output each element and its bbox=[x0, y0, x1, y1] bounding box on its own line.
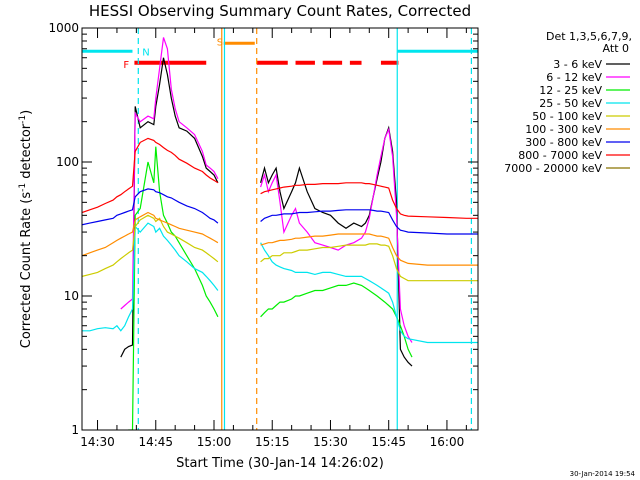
series-line bbox=[120, 57, 413, 367]
y-tick-label: 10 bbox=[64, 289, 79, 303]
legend-entry-label: 12 - 25 keV bbox=[539, 84, 602, 97]
x-tick-label: 14:30 bbox=[80, 435, 115, 449]
y-tick-label: 1 bbox=[71, 423, 79, 437]
y-tick-label: 1000 bbox=[48, 21, 79, 35]
series-line bbox=[82, 137, 478, 219]
x-tick-label: 14:45 bbox=[138, 435, 173, 449]
y-axis-label-sup-2: -1 bbox=[18, 115, 28, 124]
legend-title-line-1: Det 1,3,5,6,7,9, bbox=[546, 30, 632, 43]
x-tick-label: 15:15 bbox=[255, 435, 290, 449]
legend-entry-label: 50 - 100 keV bbox=[532, 110, 602, 123]
timestamp: 30-Jan-2014 19:54 bbox=[570, 470, 636, 478]
legend-entry-label: 3 - 6 keV bbox=[553, 58, 602, 71]
series-line bbox=[82, 222, 478, 344]
flare-flag-label: F bbox=[123, 60, 129, 71]
y-axis-label-sup-1: -1 bbox=[18, 183, 28, 192]
series-line bbox=[82, 211, 478, 266]
x-tick-label: 15:00 bbox=[197, 435, 232, 449]
x-tick-label: 15:30 bbox=[313, 435, 348, 449]
y-axis-label-part-1: Corrected Count Rate (s bbox=[19, 192, 34, 349]
legend-entry-label: 6 - 12 keV bbox=[546, 71, 602, 84]
series-line bbox=[82, 214, 478, 282]
legend-entry-label: 25 - 50 keV bbox=[539, 97, 602, 110]
y-axis-label-part-2: detector bbox=[19, 123, 34, 183]
legend-entry-label: 800 - 7000 keV bbox=[518, 149, 602, 162]
y-axis-label: Corrected Count Rate (s-1 detector-1) bbox=[18, 110, 34, 348]
series-line bbox=[127, 146, 413, 430]
legend-entry-label: 100 - 300 keV bbox=[525, 123, 602, 136]
saa-flag-label: S bbox=[217, 37, 223, 48]
series-line bbox=[120, 37, 413, 343]
x-tick-label: 15:45 bbox=[371, 435, 406, 449]
x-axis-label: Start Time (30-Jan-14 14:26:02) bbox=[176, 456, 384, 471]
y-axis-label-part-3: ) bbox=[19, 110, 34, 115]
legend-title-line-2: Att 0 bbox=[603, 42, 629, 55]
plot-frame bbox=[81, 27, 479, 431]
x-tick-label: 16:00 bbox=[430, 435, 465, 449]
legend-entry-label: 7000 - 20000 keV bbox=[504, 162, 602, 175]
series-line bbox=[82, 188, 478, 235]
y-tick-label: 100 bbox=[56, 155, 79, 169]
chart-title: HESSI Observing Summary Count Rates, Cor… bbox=[89, 2, 471, 20]
legend-entry-label: 300 - 800 keV bbox=[525, 136, 602, 149]
night-flag-label: N bbox=[142, 47, 149, 58]
